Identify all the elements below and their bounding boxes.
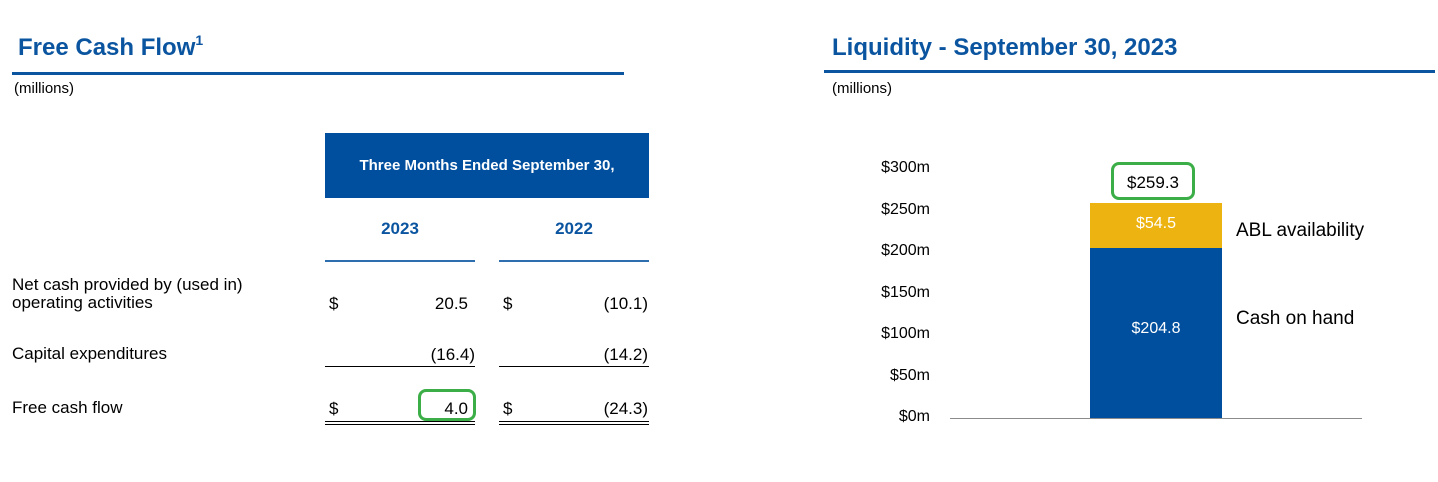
currency-sign: $	[503, 399, 513, 418]
footnote-marker: 1	[195, 32, 204, 48]
bar-segment-abl-availability	[1090, 202, 1222, 248]
value-free-cash-flow-2022: (24.3)	[603, 399, 648, 418]
currency-sign: $	[503, 294, 513, 313]
subtotal-rule-2023	[325, 366, 475, 367]
column-header-2023: 2023	[381, 219, 419, 238]
total-rule-2023-a	[325, 421, 475, 422]
total-rule-2022-b	[499, 424, 649, 425]
free-cash-flow-title: Free Cash Flow1	[18, 32, 204, 62]
free-cash-flow-units: (millions)	[14, 80, 74, 97]
bar-segment-cash-on-hand	[1090, 248, 1222, 418]
free-cash-flow-2023-highlight	[418, 389, 476, 421]
total-rule-2022-a	[499, 421, 649, 422]
value-operating-cash-2023: 20.5	[434, 294, 468, 313]
currency-sign: $	[329, 294, 339, 313]
y-tick-label: $300m	[881, 159, 930, 176]
free-cash-flow-title-text: Free Cash Flow	[18, 34, 196, 61]
row-label-capex: Capital expenditures	[12, 344, 167, 363]
liquidity-units: (millions)	[832, 80, 892, 97]
currency-sign: $	[329, 399, 339, 418]
liquidity-title: Liquidity - September 30, 2023	[832, 34, 1178, 61]
subtotal-rule-2022	[499, 366, 649, 367]
column-rule-2022	[499, 260, 649, 262]
row-label-free-cash-flow: Free cash flow	[12, 398, 123, 417]
table-period-header: Three Months Ended September 30,	[325, 133, 649, 198]
y-tick-label: $0m	[898, 408, 930, 425]
column-rule-2023	[325, 260, 475, 262]
y-tick-label: $150m	[881, 283, 930, 301]
data-label: $204.8	[1131, 319, 1181, 337]
y-tick-label: $250m	[881, 200, 930, 218]
row-label-operating-cash: Net cash provided by (used in) operating…	[12, 275, 243, 312]
column-header-2022: 2022	[555, 219, 593, 238]
total-label: $259.3	[1127, 172, 1179, 192]
y-tick-label: $50m	[889, 366, 930, 384]
y-tick-label: $200m	[881, 242, 930, 259]
value-capex-2022: (14.2)	[603, 345, 648, 364]
data-label: $54.5	[1135, 215, 1177, 233]
value-free-cash-flow-2023: 4.0	[444, 399, 468, 418]
liquidity-title-rule	[824, 70, 1435, 73]
total-highlight	[1111, 161, 1195, 200]
total-rule-2023-b	[325, 424, 475, 425]
x-axis-baseline	[950, 418, 1362, 419]
free-cash-flow-title-rule	[12, 72, 624, 75]
legend-label: Cash on hand	[1236, 308, 1355, 329]
legend-label: ABL availability	[1236, 220, 1365, 241]
value-operating-cash-2022: (10.1)	[603, 294, 648, 313]
value-capex-2023: (16.4)	[430, 345, 475, 364]
y-tick-label: $100m	[881, 325, 930, 342]
